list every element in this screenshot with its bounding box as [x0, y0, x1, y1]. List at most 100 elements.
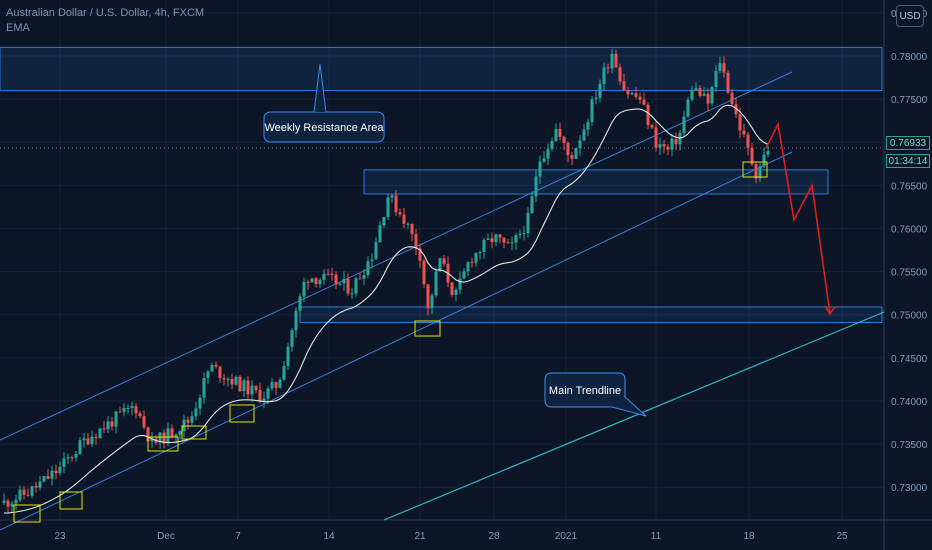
- candle: [210, 362, 214, 373]
- candle: [134, 403, 138, 419]
- candle: [454, 287, 458, 302]
- main-trendline-box: [544, 372, 626, 408]
- candle-body: [678, 133, 682, 145]
- candle: [694, 82, 698, 91]
- candle: [42, 475, 46, 483]
- candle-body: [762, 154, 766, 167]
- candle-body: [158, 432, 162, 443]
- candle: [670, 134, 674, 157]
- candle-body: [238, 376, 242, 392]
- candle: [250, 380, 254, 402]
- candle-body: [594, 97, 598, 100]
- candle: [118, 406, 122, 413]
- highlight-box: [13, 504, 41, 523]
- candle-body: [326, 273, 330, 275]
- candle: [110, 416, 114, 431]
- candle-body: [538, 161, 542, 177]
- candle: [262, 391, 266, 409]
- candle: [370, 253, 374, 269]
- candle: [414, 228, 418, 256]
- candle-body: [198, 397, 202, 409]
- candle-body: [138, 413, 142, 417]
- candle: [38, 475, 42, 491]
- candle: [258, 382, 262, 404]
- candle: [382, 216, 386, 229]
- candle: [622, 73, 626, 91]
- candle-body: [86, 438, 90, 445]
- x-axis-label: 25: [836, 531, 848, 542]
- candle-body: [286, 346, 290, 366]
- candle-body: [26, 494, 30, 496]
- candle: [538, 155, 542, 184]
- candle: [506, 238, 510, 244]
- candle-body: [402, 214, 406, 224]
- candle: [246, 375, 250, 399]
- candle: [30, 485, 34, 499]
- candle-body: [6, 500, 10, 507]
- indicator-label[interactable]: EMA: [6, 22, 30, 34]
- candle: [566, 141, 570, 163]
- candle: [582, 124, 586, 142]
- currency-button[interactable]: USD: [896, 5, 924, 27]
- candle: [318, 277, 322, 288]
- candle-body: [602, 67, 606, 84]
- candle-body: [38, 481, 42, 488]
- y-axis-label: 0.75500: [891, 268, 928, 279]
- x-axis-label: 7: [235, 531, 241, 542]
- candle-body: [354, 278, 358, 294]
- candle: [706, 88, 710, 111]
- candle-body: [562, 136, 566, 143]
- candle: [90, 430, 94, 447]
- candle-body: [546, 148, 550, 159]
- candle: [374, 237, 378, 260]
- candle-body: [734, 104, 738, 115]
- candle: [6, 498, 10, 513]
- candle-body: [482, 239, 486, 252]
- candle-body: [302, 281, 306, 297]
- candle-body: [754, 164, 758, 179]
- candle-body: [646, 104, 650, 126]
- main-trendline: [383, 311, 885, 521]
- candle: [754, 162, 758, 184]
- candle-body: [450, 282, 454, 295]
- candle-body: [710, 86, 714, 104]
- candle: [558, 122, 562, 141]
- candle: [194, 401, 198, 421]
- candle: [662, 140, 666, 154]
- candle: [274, 381, 278, 396]
- candle: [518, 229, 522, 239]
- candle-body: [726, 72, 730, 93]
- candle: [422, 258, 426, 289]
- candle: [170, 424, 174, 439]
- candle-body: [306, 281, 310, 283]
- candle-body: [10, 503, 14, 507]
- candle: [470, 257, 474, 268]
- candle: [70, 455, 74, 462]
- candle-body: [586, 121, 590, 130]
- candle: [618, 63, 622, 85]
- candle: [330, 267, 334, 281]
- candle: [726, 70, 730, 95]
- candle: [10, 500, 14, 513]
- symbol-title[interactable]: Australian Dollar / U.S. Dollar, 4h, FXC…: [6, 7, 205, 19]
- candle-body: [182, 419, 186, 432]
- candle-body: [574, 148, 578, 159]
- candle: [158, 432, 162, 449]
- candle: [522, 225, 526, 241]
- candle-body: [578, 140, 582, 149]
- candle: [366, 256, 370, 278]
- candle-body: [338, 283, 342, 285]
- candle-body: [650, 125, 654, 128]
- ema-line: [3, 104, 769, 514]
- candle: [438, 257, 442, 272]
- y-axis-label: 0.75000: [891, 311, 928, 322]
- candle: [230, 373, 234, 390]
- candle: [690, 85, 694, 102]
- candle-body: [214, 364, 218, 367]
- candle: [610, 48, 614, 74]
- candle: [478, 250, 482, 260]
- candle: [18, 485, 22, 503]
- candle-body: [290, 330, 294, 347]
- candle: [350, 288, 354, 299]
